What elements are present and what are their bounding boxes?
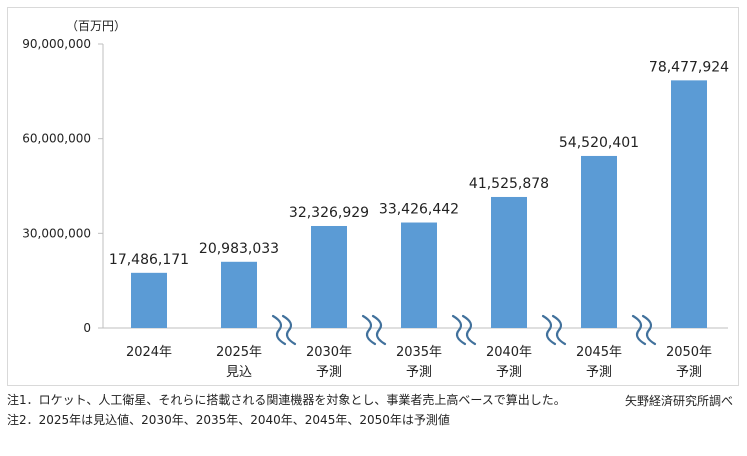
x-tick-sublabel: 予測 [676,365,702,380]
axis-break-icon [451,314,467,346]
x-tick-label: 2050年 [666,345,712,360]
x-tick-sublabel: 予測 [316,365,342,380]
y-tick-label: 90,000,000 [22,37,91,51]
axis-break-icon [371,314,387,346]
bar-chart: （百万円） 0 30,000,000 60,000,000 90,000,000 17,4… [22,19,729,380]
x-tick-sublabel: 見込 [226,365,252,380]
y-tick-label: 30,000,000 [22,226,91,240]
axis-break-icon [631,314,647,346]
x-tick-sublabel: 予測 [496,365,522,380]
x-tick-label: 2045年 [576,345,622,360]
y-tick-label: 60,000,000 [22,132,91,146]
bar [311,225,347,328]
data-label: 33,426,442 [379,202,459,218]
y-axis-unit-label: （百万円） [66,19,126,33]
axis-break-icon [271,314,287,346]
data-label: 41,525,878 [469,176,549,192]
data-label: 78,477,924 [649,59,729,75]
x-tick-sublabel: 予測 [406,365,432,380]
bar [221,261,257,328]
bar [671,80,707,328]
data-label: 17,486,171 [109,252,189,268]
bar [491,196,527,328]
footnote-2: 注2．2025年は見込値、2030年、2035年、2040年、2045年、205… [7,413,450,427]
axis-break-icon [461,314,477,346]
x-tick-label: 2040年 [486,345,532,360]
x-tick-label: 2030年 [306,345,352,360]
axis-break-icon [541,314,557,346]
axis-break-icon [281,314,297,346]
axis-break-icon [551,314,567,346]
axis-break-icon [641,314,657,346]
bar [581,155,617,328]
x-tick-label: 2025年 [216,345,262,360]
footnote-1: 注1．ロケット、人工衛星、それらに搭載される関連機器を対象とし、事業者売上高ベー… [7,393,566,407]
x-tick-label: 2024年 [126,345,172,360]
bar [401,222,437,328]
data-label: 32,326,929 [289,205,369,221]
chart-frame: （百万円） 0 30,000,000 60,000,000 90,000,000 17,4… [7,7,739,386]
bar [131,272,167,328]
x-tick-label: 2035年 [396,345,442,360]
data-label: 20,983,033 [199,241,279,257]
source-credit: 矢野経済研究所調べ [624,394,733,408]
axis-break-icon [361,314,377,346]
data-label: 54,520,401 [559,135,639,151]
y-tick-label: 0 [83,321,91,335]
x-tick-sublabel: 予測 [586,365,612,380]
